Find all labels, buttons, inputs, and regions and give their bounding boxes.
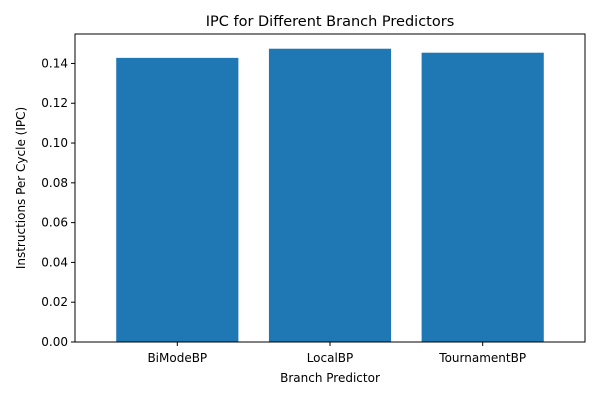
x-tick-label: LocalBP — [307, 351, 354, 365]
y-tick-label: 0.02 — [41, 295, 68, 309]
x-axis-label: Branch Predictor — [280, 371, 380, 385]
y-tick-label: 0.14 — [41, 56, 68, 70]
y-axis-ticks: 0.00 0.02 0.04 0.06 0.08 0.10 0.12 0.14 — [41, 56, 75, 349]
bars-group — [116, 48, 544, 343]
x-tick-label: TournamentBP — [438, 351, 526, 365]
y-tick-label: 0.00 — [41, 335, 68, 349]
x-tick-label: BiModeBP — [147, 351, 207, 365]
x-axis-ticks: BiModeBP LocalBP TournamentBP — [147, 342, 526, 365]
chart-title: IPC for Different Branch Predictors — [206, 14, 455, 30]
bar-bimodebp — [116, 57, 239, 342]
y-tick-label: 0.06 — [41, 216, 68, 230]
y-tick-label: 0.10 — [41, 136, 68, 150]
bar-tournamentbp — [421, 52, 544, 342]
y-tick-label: 0.12 — [41, 96, 68, 110]
bar-localbp — [268, 48, 392, 343]
y-axis-label: Instructions Per Cycle (IPC) — [14, 107, 28, 269]
y-tick-label: 0.08 — [41, 176, 68, 190]
plot-frame — [74, 33, 586, 343]
y-tick-label: 0.04 — [41, 255, 68, 269]
